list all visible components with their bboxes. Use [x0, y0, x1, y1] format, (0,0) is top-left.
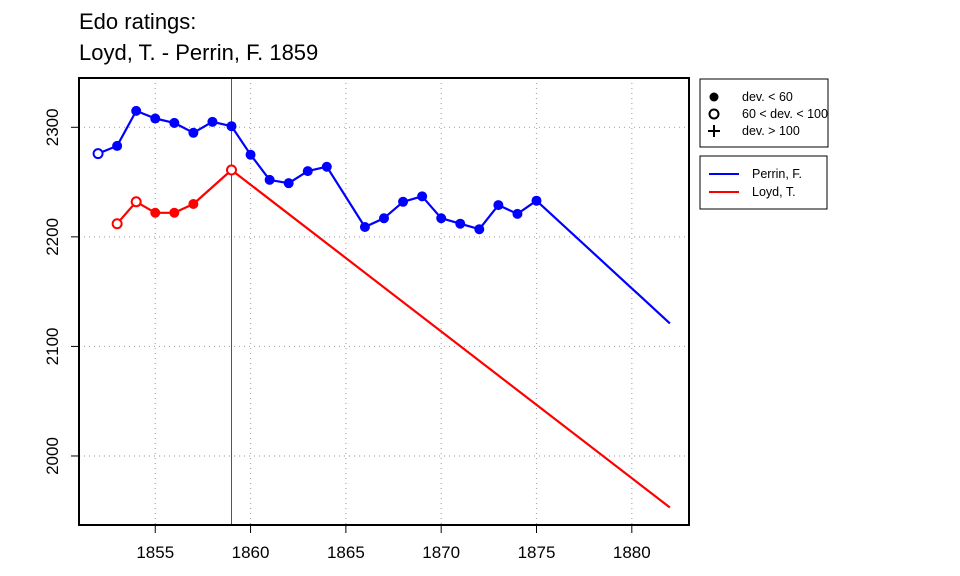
data-point	[169, 207, 180, 218]
data-point	[112, 140, 123, 151]
y-tick-label: 2000	[43, 437, 62, 475]
data-point	[150, 113, 161, 124]
data-point	[226, 121, 237, 132]
y-axis: 2000 2100 2200 2300	[43, 108, 79, 475]
grid-lines	[79, 78, 689, 525]
legend-dev-low-label: dev. < 60	[742, 90, 793, 104]
data-point	[493, 200, 504, 211]
data-point	[245, 149, 256, 160]
data-point	[455, 218, 466, 229]
x-axis: 1855 1860 1865 1870 1875 1880	[136, 525, 651, 562]
plot-frame	[78, 77, 690, 526]
data-point-open	[226, 164, 237, 176]
data-point-open	[92, 148, 104, 160]
data-point	[264, 174, 275, 185]
filled-circle-icon	[709, 92, 719, 102]
legend-label-loyd: Loyd, T.	[752, 185, 796, 199]
open-circle-icon	[708, 108, 720, 120]
data-point	[436, 213, 447, 224]
series-legend: Perrin, F. Loyd, T.	[699, 155, 828, 210]
series-line	[116, 168, 671, 509]
data-point	[150, 207, 161, 218]
data-point	[474, 224, 485, 235]
data-point	[169, 117, 180, 128]
data-point	[359, 222, 370, 232]
plus-icon	[708, 125, 720, 137]
data-point	[131, 105, 142, 116]
deviation-legend-box	[699, 78, 829, 148]
data-point	[188, 198, 199, 209]
series-1	[111, 164, 671, 509]
legend-label-perrin: Perrin, F.	[752, 167, 802, 181]
series-0	[92, 105, 671, 325]
chart-title-line1: Edo ratings:	[79, 9, 197, 34]
data-point	[302, 166, 313, 177]
y-tick-label: 2100	[43, 328, 62, 366]
data-point	[398, 196, 409, 207]
x-tick-label: 1880	[613, 543, 651, 562]
data-point	[512, 208, 523, 219]
x-tick-label: 1875	[518, 543, 556, 562]
x-tick-label: 1860	[232, 543, 270, 562]
legend-dev-mid-label: 60 < dev. < 100	[742, 107, 828, 121]
x-tick-label: 1865	[327, 543, 365, 562]
deviation-legend: dev. < 60 60 < dev. < 100 dev. > 100	[699, 78, 829, 148]
data-point	[379, 213, 389, 224]
data-point	[531, 195, 542, 206]
chart-title-line2: Loyd, T. - Perrin, F. 1859	[79, 40, 319, 65]
series-layer	[92, 105, 671, 509]
legend-dev-high-label: dev. > 100	[742, 124, 800, 138]
series-legend-box	[699, 155, 828, 210]
data-point	[321, 161, 332, 172]
y-tick-label: 2300	[43, 108, 62, 146]
x-tick-label: 1855	[136, 543, 174, 562]
y-tick-label: 2200	[43, 218, 62, 256]
data-point	[207, 116, 218, 127]
x-tick-label: 1870	[422, 543, 460, 562]
data-point	[188, 127, 199, 138]
data-point-open	[111, 218, 123, 230]
data-point	[417, 191, 428, 202]
data-point	[283, 178, 294, 189]
data-point-open	[130, 196, 142, 208]
